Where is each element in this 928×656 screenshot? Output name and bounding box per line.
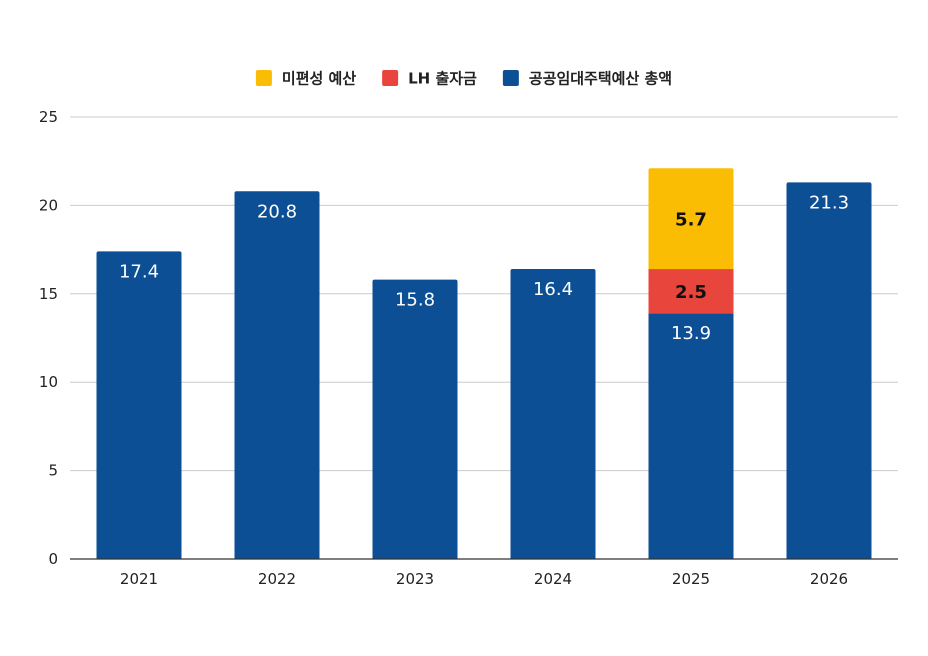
y-tick-label: 0 (48, 550, 58, 568)
y-tick-label: 25 (39, 108, 58, 126)
y-tick-label: 15 (39, 285, 58, 303)
x-tick-label-2023: 2023 (396, 570, 434, 588)
bar-2025-0 (648, 313, 734, 559)
gridlines (70, 116, 898, 472)
data-label-2025-0: 13.9 (671, 323, 711, 344)
y-tick-label: 5 (48, 462, 58, 480)
bar-2022-0 (234, 191, 320, 560)
x-axis-ticks: 2021 2022 2023 2024 2025 2026 (120, 570, 848, 588)
bar-2026-0 (786, 182, 872, 559)
data-label-2022-0: 20.8 (257, 201, 297, 222)
x-tick-label-2021: 2021 (120, 570, 158, 588)
legend-swatch-2 (502, 70, 519, 86)
bar-2021-0 (96, 251, 182, 560)
y-tick-label: 20 (39, 196, 58, 214)
x-tick-label-2022: 2022 (258, 570, 296, 588)
data-label-2021-0: 17.4 (119, 261, 159, 282)
bars (96, 168, 872, 560)
bar-2025-1 (648, 269, 734, 314)
x-tick-label-2024: 2024 (534, 570, 572, 588)
data-label-2023-0: 15.8 (395, 290, 435, 311)
bar-2023-0 (372, 279, 458, 559)
legend-label-0: 미편성 예산 (282, 70, 356, 88)
legend-label-2: 공공임대주택예산 총액 (529, 70, 672, 88)
bar-2024-0 (510, 269, 596, 559)
data-labels: 17.4 20.8 15.8 16.4 13.9 2.5 5.7 21.3 (119, 192, 849, 344)
data-label-2024-0: 16.4 (533, 279, 573, 300)
legend-swatch-0 (255, 70, 272, 86)
bar-2025-2 (648, 168, 734, 270)
legend-swatch-1 (382, 70, 399, 86)
legend-label-1: LH 출자금 (408, 70, 477, 88)
data-label-2025-1: 2.5 (675, 282, 707, 303)
x-tick-label-2025: 2025 (672, 570, 710, 588)
x-tick-label-2026: 2026 (810, 570, 848, 588)
data-label-2025-2: 5.7 (675, 210, 707, 231)
legend: 미편성 예산 LH 출자금 공공임대주택예산 총액 (255, 70, 672, 88)
data-label-2026-0: 21.3 (809, 192, 849, 213)
y-axis-ticks: 0 5 10 15 20 25 (39, 108, 58, 568)
y-tick-label: 10 (39, 373, 58, 391)
